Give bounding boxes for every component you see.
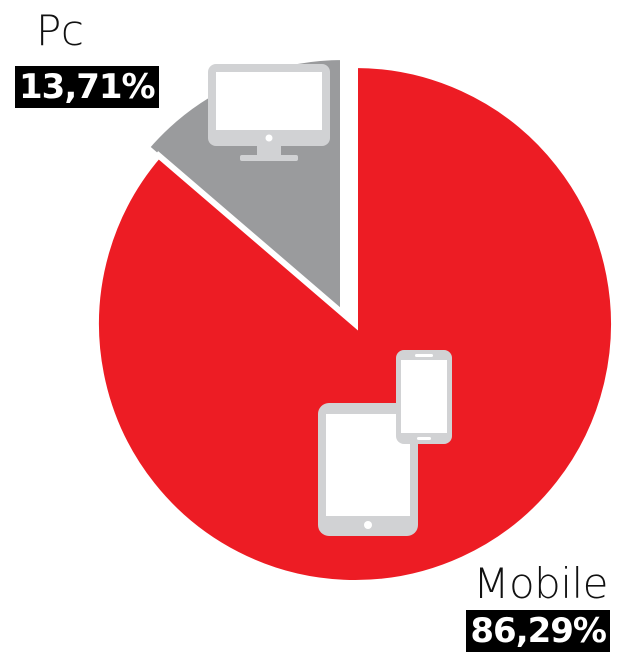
- pc-label: Pc: [36, 6, 84, 55]
- desktop-monitor-icon: [208, 64, 330, 161]
- pc-percentage-badge: 13,71%: [15, 66, 159, 108]
- pie-slice-mobile: [93, 61, 617, 586]
- tablet-and-phone-icon: [318, 350, 452, 536]
- mobile-percentage-badge: 86,29%: [466, 610, 610, 652]
- mobile-label: Mobile: [473, 559, 608, 608]
